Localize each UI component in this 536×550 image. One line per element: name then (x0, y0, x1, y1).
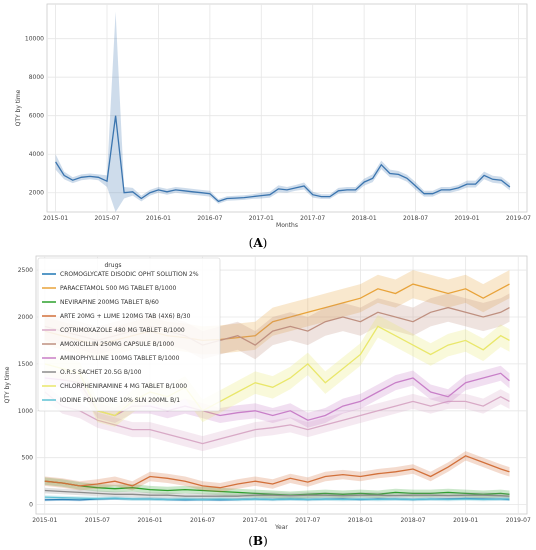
series-line (44, 455, 510, 489)
panel-a-caption: (A) (249, 236, 268, 250)
y-axis-label: QTY by time (4, 366, 11, 403)
series-line (44, 480, 510, 496)
x-tick-label: 2018-07 (403, 215, 428, 222)
chart-b: 0 500 1000 1500 2000 2500 2015-01 2015-07 2016-0… (4, 255, 531, 531)
x-tick-label: 2017-01 (243, 517, 268, 524)
legend-entry: ARTE 20MG + LUME 120MG TAB (4X6) B/30 (60, 313, 191, 320)
x-tick-label: 2019-07 (506, 517, 531, 524)
series-line (44, 391, 510, 445)
y-tick-label: 1500 (18, 361, 33, 368)
x-tick-label: 2015-07 (85, 517, 110, 524)
x-tick-label: 2016-07 (190, 517, 215, 524)
chart-a: 2000 4000 6000 8000 10000 2015-01 2015-07 2016-… (15, 3, 531, 229)
legend-entry: CROMOGLYCATE DISODIC OPHT SOLUTION 2% (60, 271, 199, 278)
x-tick-label: 2018-01 (352, 215, 377, 222)
y-tick-label: 6000 (29, 113, 44, 120)
legend-entry: CHLORPHENIRAMINE 4 MG TABLET B/1000 (60, 383, 187, 390)
x-tick-label: 2017-07 (295, 517, 320, 524)
x-tick-label: 2019-01 (454, 215, 479, 222)
ci-band (44, 477, 510, 499)
x-tick-label: 2016-01 (146, 215, 171, 222)
y-tick-label: 2000 (29, 190, 44, 197)
y-tick-label: 2500 (18, 267, 33, 274)
x-tick-label: 2015-01 (43, 215, 68, 222)
x-tick-label: 2017-07 (300, 215, 325, 222)
y-tick-label: 1000 (18, 408, 33, 415)
x-tick-label: 2019-07 (506, 215, 531, 222)
legend-box (37, 257, 221, 412)
ci-band (44, 365, 510, 428)
y-tick-label: 4000 (29, 151, 44, 158)
legend-entry: PARACETAMOL 500 MG TABLET B/1000 (60, 285, 177, 292)
legend-entry: NEVIRAPINE 200MG TABLET B/60 (60, 299, 159, 306)
legend-entry: AMINOPHYLLINE 100MG TABLET B/1000 (60, 355, 180, 362)
x-tick-label: 2015-07 (94, 215, 119, 222)
legend-entry: IODINE POLVIDONE 10% SLN 200ML B/1 (60, 397, 180, 404)
legend-entry: O.R.S SACHET 20.5G B/100 (60, 369, 142, 376)
x-tick-label: 2018-01 (348, 517, 373, 524)
y-tick-label: 500 (22, 455, 34, 462)
y-tick-label: 0 (29, 502, 33, 509)
legend-entry: AMOXICILLIN 250MG CAPSULE B/1000 (60, 341, 174, 348)
x-tick-label: 2018-07 (400, 517, 425, 524)
panel-b-caption: (B) (248, 534, 268, 548)
series-line (55, 115, 511, 203)
series-line (44, 496, 510, 501)
ci-band (44, 384, 510, 452)
x-tick-label: 2015-01 (32, 517, 57, 524)
ci-band (44, 451, 510, 493)
x-tick-label: 2016-07 (197, 215, 222, 222)
x-axis-label: Months (276, 222, 298, 229)
legend-entry: COTRIMOXAZOLE 480 MG TABLET B/1000 (60, 327, 185, 334)
legend-title: drugs (104, 262, 121, 269)
y-axis-label: QTY by time (15, 89, 22, 126)
x-axis-label: Year (274, 524, 288, 531)
x-tick-label: 2019-01 (453, 517, 478, 524)
x-tick-label: 2017-01 (249, 215, 274, 222)
y-tick-label: 8000 (29, 74, 44, 81)
y-tick-label: 10000 (25, 36, 44, 43)
x-tick-label: 2016-01 (137, 517, 162, 524)
series-line (44, 489, 510, 497)
y-tick-label: 2000 (18, 314, 33, 321)
